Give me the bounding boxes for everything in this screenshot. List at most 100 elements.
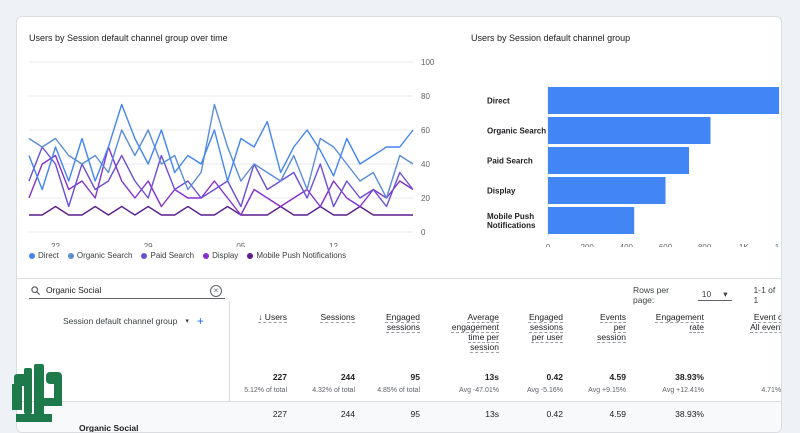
column-header-line: engagement bbox=[451, 322, 499, 332]
total-percentage: 4.85% of total bbox=[377, 387, 420, 394]
series-line-organic-search bbox=[28, 103, 414, 199]
bar-category-label: Organic Search bbox=[487, 127, 546, 136]
row-divider bbox=[17, 401, 781, 402]
x-tick-label: 05 bbox=[236, 242, 245, 247]
dropdown-icon[interactable]: ▾ bbox=[185, 318, 189, 325]
rows-per-page-label: Rows per page: bbox=[633, 285, 669, 305]
column-header-line: Engaged bbox=[528, 312, 563, 322]
legend-dot-icon bbox=[247, 252, 254, 259]
column-header-line: per bbox=[613, 322, 626, 332]
report-card: Users by Session default channel group o… bbox=[16, 16, 782, 433]
x-tick-label: 29 bbox=[144, 242, 153, 247]
x-tick-label: 600 bbox=[659, 243, 673, 247]
legend-dot-icon bbox=[203, 252, 210, 259]
rows-per-page-select[interactable]: 10 ▾ bbox=[697, 289, 732, 301]
total-value: 95 bbox=[410, 372, 420, 382]
bar-chart-title: Users by Session default channel group bbox=[471, 33, 631, 43]
column-header[interactable]: Engaged sessions per user bbox=[529, 312, 563, 342]
total-percentage: Avg -5.16% bbox=[526, 387, 563, 394]
legend-dot-icon bbox=[29, 252, 35, 259]
brand-logo-icon bbox=[12, 364, 62, 422]
x-tick-label: 22 bbox=[51, 242, 60, 247]
row-value: 38.93% bbox=[675, 409, 704, 419]
y-tick-label: 100 bbox=[421, 58, 435, 67]
x-tick-label: 0 bbox=[546, 243, 551, 247]
column-header-line: per user bbox=[531, 332, 563, 342]
x-tick-label: 800 bbox=[698, 243, 712, 247]
column-header[interactable]: Engaged sessions bbox=[386, 312, 420, 332]
bar-chart: Direct Organic Search Paid Search Display Mo… bbox=[487, 85, 781, 247]
add-dimension-icon[interactable]: + bbox=[196, 314, 204, 328]
total-percentage: 5.12% of total bbox=[244, 387, 287, 394]
column-header-line: Sessions bbox=[320, 312, 356, 322]
clear-search-icon[interactable]: × bbox=[210, 285, 222, 297]
total-value: 0.42 bbox=[546, 372, 563, 382]
column-header[interactable]: ↓ Users bbox=[258, 312, 287, 322]
x-tick-label: 400 bbox=[620, 243, 634, 247]
column-header-line: Engagement bbox=[655, 312, 704, 322]
column-header-line: Engaged bbox=[385, 312, 420, 322]
chart-legend: Direct Organic Search Paid Search Displa… bbox=[29, 251, 346, 260]
table-search[interactable]: Organic Social bbox=[31, 285, 101, 295]
row-value: 4.59 bbox=[609, 409, 626, 419]
table-row[interactable] bbox=[17, 402, 781, 432]
bar-mobile-push-notifications bbox=[548, 207, 635, 234]
column-header[interactable]: Engagement rate bbox=[656, 312, 704, 332]
column-header-line: rate bbox=[689, 322, 704, 332]
column-header-line: session bbox=[470, 342, 499, 352]
series-line-mobile-push-notifications bbox=[29, 205, 413, 216]
legend-item-mobile-push[interactable]: Mobile Push Notifications bbox=[247, 251, 346, 260]
row-value: 227 bbox=[272, 409, 287, 419]
total-value: 38.93% bbox=[675, 372, 704, 382]
row-value: 0.42 bbox=[546, 409, 563, 419]
legend-item-direct[interactable]: Direct bbox=[29, 251, 59, 260]
legend-item-display[interactable]: Display bbox=[203, 251, 238, 260]
bar-paid-search bbox=[548, 147, 689, 174]
total-value: 4.59 bbox=[609, 372, 626, 382]
legend-item-organic-search[interactable]: Organic Search bbox=[67, 251, 132, 260]
caret-down-icon: ▾ bbox=[723, 289, 728, 299]
search-input[interactable]: Organic Social bbox=[46, 285, 102, 295]
x-tick-label: 1K bbox=[739, 243, 749, 247]
column-header[interactable]: Sessions bbox=[321, 312, 356, 322]
y-tick-label: 40 bbox=[421, 160, 430, 169]
total-value: 227 bbox=[272, 372, 287, 382]
bar-category-label: Display bbox=[487, 187, 516, 196]
total-percentage: 4.32% of total bbox=[312, 387, 355, 394]
row-value: 244 bbox=[340, 409, 355, 419]
column-divider bbox=[229, 301, 230, 432]
bar-direct bbox=[548, 87, 780, 114]
x-tick-label: 1.2K bbox=[775, 243, 781, 247]
column-header-line: Events bbox=[600, 312, 626, 322]
row-label[interactable]: Organic Social bbox=[79, 423, 139, 433]
series-line-direct bbox=[28, 103, 414, 191]
legend-item-paid-search[interactable]: Paid Search bbox=[141, 251, 194, 260]
legend-dot-icon bbox=[141, 252, 148, 259]
y-tick-label: 80 bbox=[421, 92, 430, 101]
pagination-bar: Rows per page: 10 ▾ 1-1 of 1 bbox=[633, 285, 781, 305]
column-header-line: All events bbox=[750, 322, 781, 332]
x-tick-label: 12 bbox=[329, 242, 338, 247]
column-header[interactable]: Events per session bbox=[597, 312, 626, 342]
search-icon bbox=[31, 285, 40, 295]
total-percentage: 4.71% o bbox=[761, 387, 782, 394]
row-value: 95 bbox=[410, 409, 420, 419]
total-percentage: Avg +12.41% bbox=[662, 387, 704, 394]
search-underline bbox=[29, 298, 225, 299]
bar-category-label: Mobile Push Notifications bbox=[487, 212, 536, 230]
legend-dot-icon bbox=[67, 252, 74, 259]
line-chart-title: Users by Session default channel group o… bbox=[29, 33, 228, 43]
column-header[interactable]: Event coAll events bbox=[750, 312, 781, 332]
column-header-line: sessions bbox=[529, 322, 563, 332]
column-header-line: sessions bbox=[386, 322, 420, 332]
pagination-range: 1-1 of 1 bbox=[753, 285, 776, 305]
y-tick-label: 20 bbox=[421, 194, 430, 203]
column-header[interactable]: Average engagement time per session bbox=[452, 312, 499, 352]
dimension-header[interactable]: Session default channel group ▾ + bbox=[63, 314, 204, 328]
column-header-line: session bbox=[597, 332, 626, 342]
series-line-paid-search bbox=[28, 146, 414, 208]
x-tick-label: 200 bbox=[580, 243, 594, 247]
total-percentage: Avg -47.01% bbox=[459, 387, 499, 394]
total-percentage: Avg +9.15% bbox=[588, 387, 626, 394]
column-header-line: ↓ Users bbox=[258, 312, 287, 322]
